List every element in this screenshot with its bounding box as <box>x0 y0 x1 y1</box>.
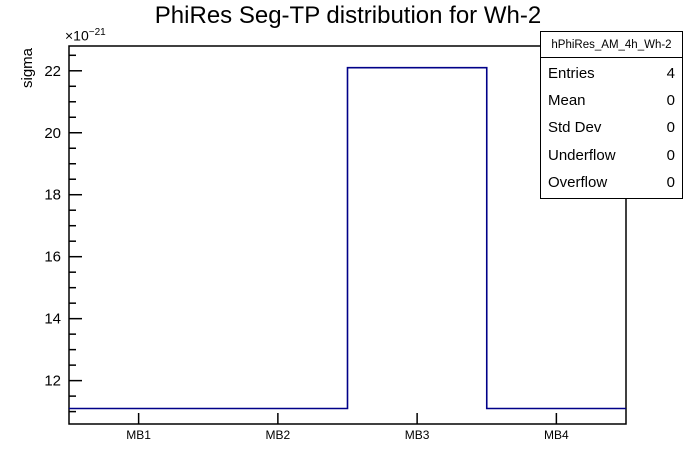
stats-value: 0 <box>666 146 675 164</box>
stats-label: Entries <box>548 65 595 83</box>
y-tick-label: 14 <box>44 311 61 328</box>
x-tick-label: MB2 <box>266 428 291 442</box>
y-axis-exponent: ×10−21 <box>65 27 106 44</box>
stats-rows: Entries 4 Mean 0 Std Dev 0 Underflow 0 O… <box>541 58 682 198</box>
x-tick-label: MB1 <box>126 428 151 442</box>
stats-value: 4 <box>666 65 675 83</box>
stats-box-title: hPhiRes_AM_4h_Wh-2 <box>541 32 682 58</box>
y-tick-label: 20 <box>44 125 61 142</box>
stats-label: Std Dev <box>548 119 602 137</box>
stats-row: Underflow 0 <box>541 148 682 163</box>
y-tick-label: 22 <box>44 63 61 80</box>
exponent-base: ×10 <box>65 27 89 44</box>
stats-box: hPhiRes_AM_4h_Wh-2 Entries 4 Mean 0 Std … <box>540 31 683 199</box>
stats-value: 0 <box>666 173 675 191</box>
plot-frame <box>68 45 627 425</box>
stats-label: Overflow <box>548 173 608 191</box>
x-tick-label: MB4 <box>544 428 569 442</box>
stats-row: Mean 0 <box>541 93 682 108</box>
y-tick-label: 16 <box>44 249 61 266</box>
stats-value: 0 <box>666 119 675 137</box>
stats-row: Std Dev 0 <box>541 120 682 135</box>
stats-row: Entries 4 <box>541 66 682 81</box>
stats-label: Underflow <box>548 146 616 164</box>
y-tick-label: 12 <box>44 373 61 390</box>
x-tick-label: MB3 <box>405 428 430 442</box>
histogram-line <box>69 66 626 410</box>
stats-value: 0 <box>666 92 675 110</box>
stats-label: Mean <box>548 92 586 110</box>
chart-title: PhiRes Seg-TP distribution for Wh-2 <box>154 2 542 29</box>
y-tick-label: 18 <box>44 187 61 204</box>
stats-row: Overflow 0 <box>541 175 682 190</box>
exponent-power: −21 <box>88 27 106 38</box>
